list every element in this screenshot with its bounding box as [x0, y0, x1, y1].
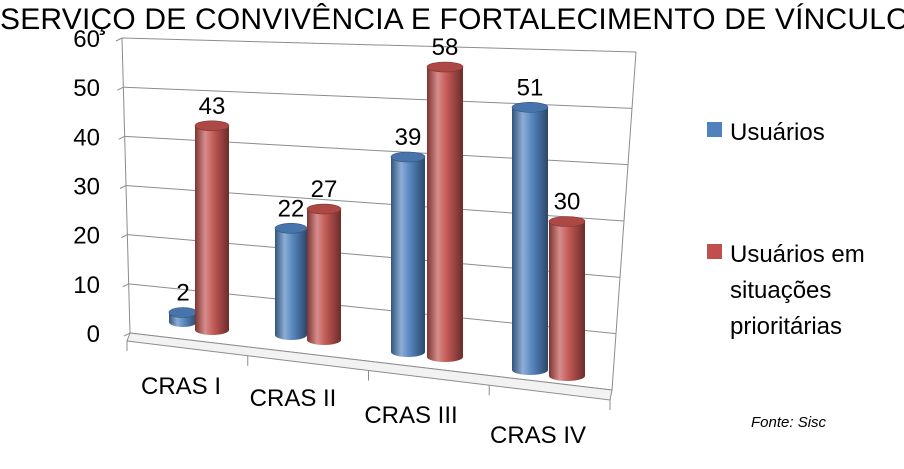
bar-top	[390, 151, 426, 163]
data-label: 43	[199, 93, 226, 120]
y-tick-label: 40	[73, 124, 100, 151]
y-tick-mark	[123, 332, 131, 337]
bar-top	[426, 61, 464, 73]
y-tick-mark	[119, 185, 127, 189]
y-tick-label: 30	[73, 174, 100, 201]
plot-right-edge	[611, 51, 637, 391]
legend-swatch	[707, 244, 722, 259]
y-tick-mark	[121, 234, 128, 239]
data-label: 39	[395, 124, 422, 151]
bar-body	[549, 221, 585, 381]
x-tick-label: CRAS I	[141, 373, 221, 400]
y-tick-label: 10	[73, 272, 100, 299]
bar-top	[168, 307, 198, 318]
bar-prioritarias	[306, 203, 342, 345]
data-label: 30	[554, 189, 581, 216]
bar-body	[391, 157, 425, 357]
bar-body	[195, 125, 229, 335]
bar-prioritarias	[194, 120, 230, 335]
gridline	[123, 86, 633, 109]
data-label: 51	[517, 74, 544, 101]
bar-prioritarias	[548, 216, 586, 381]
data-label: 58	[432, 34, 459, 61]
bar-body	[512, 107, 548, 375]
x-tick-label: CRAS III	[364, 402, 457, 429]
bar-top	[548, 216, 586, 227]
y-tick-mark	[117, 86, 124, 91]
data-label: 22	[278, 195, 305, 222]
bar-top	[511, 102, 549, 113]
bar-top	[306, 203, 342, 215]
y-tick-mark	[122, 283, 129, 288]
bar-usuarios	[390, 151, 426, 357]
bar-top	[194, 120, 230, 132]
bar-usuarios	[168, 307, 198, 327]
y-tick-label: 50	[73, 75, 100, 102]
y-tick-label: 0	[87, 321, 100, 348]
bar-body	[307, 209, 341, 345]
data-label: 2	[176, 280, 189, 307]
legend-label: Usuários em situações prioritárias	[730, 241, 865, 340]
y-tick-label: 20	[73, 223, 100, 250]
bar-body	[427, 67, 463, 362]
x-tick-label: CRAS IV	[490, 422, 586, 449]
bar-prioritarias	[426, 61, 464, 362]
data-label: 27	[311, 176, 338, 203]
legend-label: Usuários	[730, 119, 825, 146]
x-tick-label: CRAS II	[250, 385, 337, 412]
y-tick-mark	[115, 37, 123, 42]
bar-usuarios	[511, 102, 549, 375]
bar-body	[275, 228, 307, 340]
legend-swatch	[707, 122, 722, 137]
bar-top	[274, 223, 308, 234]
y-tick-label: 60	[73, 26, 100, 53]
gridline	[121, 37, 637, 53]
chart-title: SERVIÇO DE CONVIVÊNCIA E FORTALECIMENTO …	[0, 3, 904, 36]
y-tick-mark	[118, 135, 125, 140]
source-note: Fonte: Sisc	[751, 414, 827, 431]
bar-usuarios	[274, 223, 308, 340]
